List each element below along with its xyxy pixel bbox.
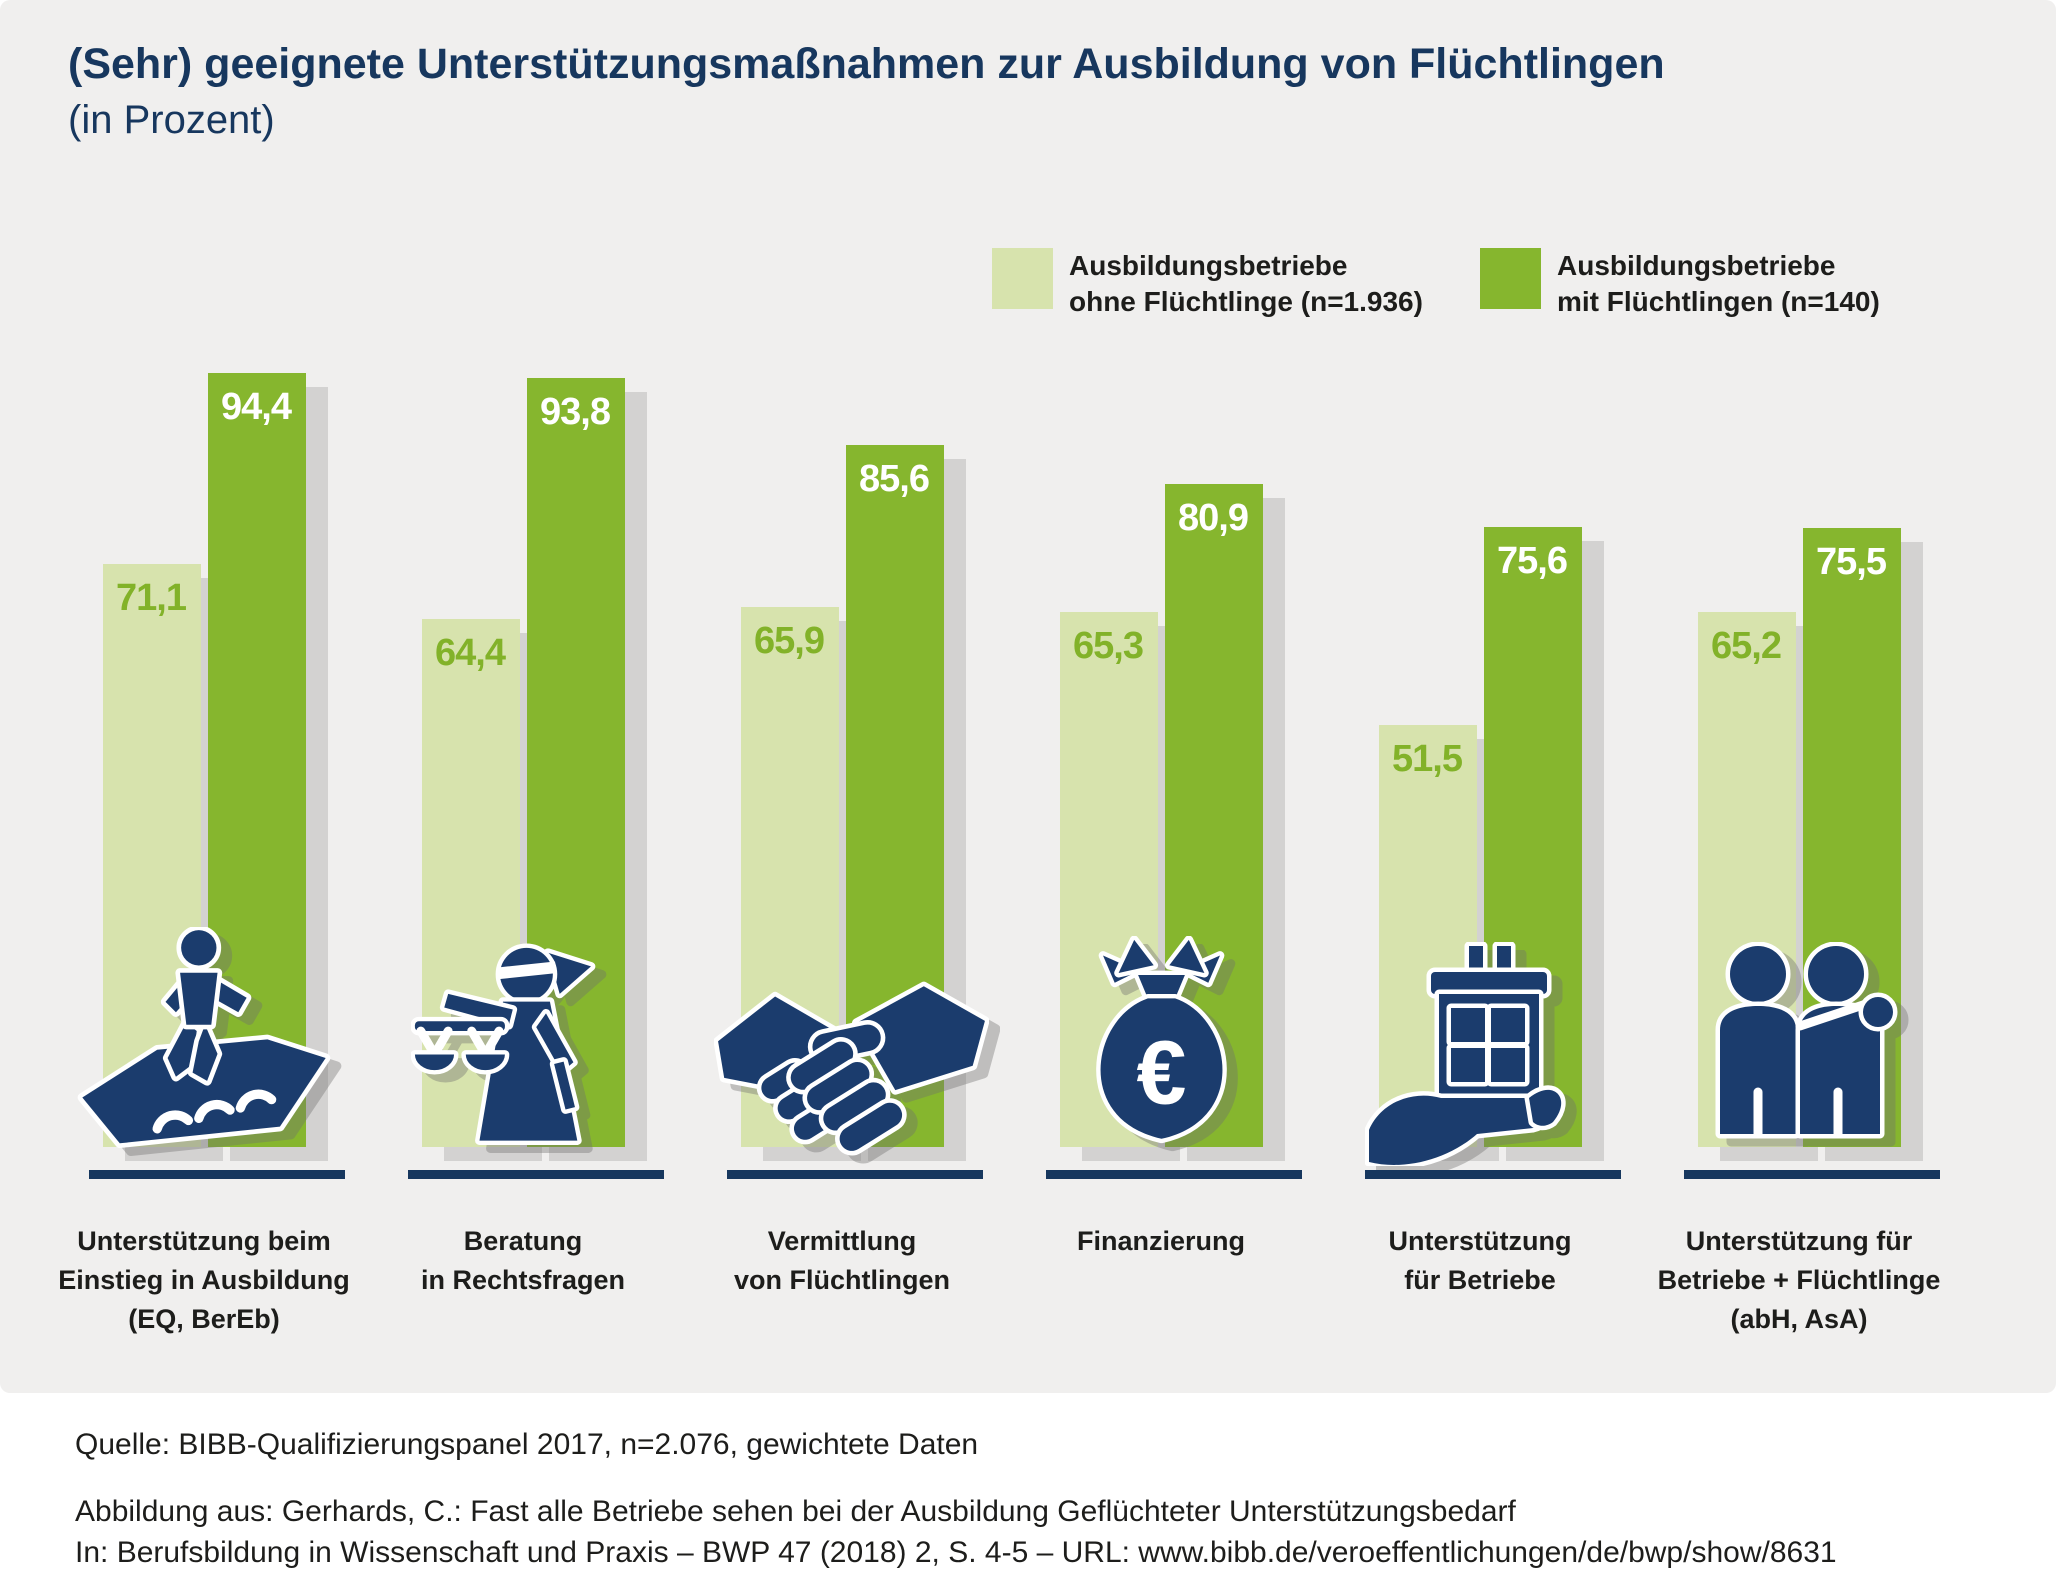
legend-item-mit: Ausbildungsbetriebe mit Flüchtlingen (n=… xyxy=(1480,248,1880,321)
legend-swatch-dark-green xyxy=(1480,248,1541,309)
title-block: (Sehr) geeignete Unterstützungsmaßnahmen… xyxy=(68,40,1665,143)
attribution-line2: In: Berufsbildung in Wissenschaft und Pr… xyxy=(75,1536,1837,1569)
bar-value-label: 94,4 xyxy=(221,386,292,428)
euro-symbol: € xyxy=(1137,1024,1187,1124)
axis-line xyxy=(1684,1170,1940,1179)
person-crossing-bridge-icon xyxy=(74,927,334,1166)
bar-value-label: 65,9 xyxy=(754,620,825,662)
bar-value-label: 93,8 xyxy=(540,391,611,433)
bar-value-label: 64,4 xyxy=(435,632,506,674)
legend-swatch-light-green xyxy=(992,248,1053,309)
attribution-line1: Abbildung aus: Gerhards, C.: Fast alle B… xyxy=(75,1495,1516,1528)
axis-line xyxy=(727,1170,983,1179)
category-label: Unterstützung für Betriebe + Flüchtlinge… xyxy=(1657,1226,1941,1335)
legend-item-ohne: Ausbildungsbetriebe ohne Flüchtlinge (n=… xyxy=(992,248,1423,321)
axis-line xyxy=(408,1170,664,1179)
bar-value-label: 65,2 xyxy=(1711,625,1782,667)
bar-value-label: 75,6 xyxy=(1497,540,1568,582)
category-label: Finanzierung xyxy=(1077,1226,1245,1256)
bar-mit-fluechtlingen: 94,4 xyxy=(208,373,306,1147)
bar-value-label: 85,6 xyxy=(859,458,930,500)
bar-value-label: 80,9 xyxy=(1178,497,1249,539)
axis-line xyxy=(1046,1170,1302,1179)
page-subtitle: (in Prozent) xyxy=(68,98,275,143)
bar-value-label: 71,1 xyxy=(116,577,187,619)
bar-value-label: 51,5 xyxy=(1392,738,1463,780)
bar-value-label: 65,3 xyxy=(1073,625,1144,667)
legend-label: Ausbildungsbetriebe mit Flüchtlingen (n=… xyxy=(1557,250,1880,318)
axis-line xyxy=(1365,1170,1621,1179)
bar-mit-fluechtlingen: 93,8 xyxy=(527,378,625,1147)
bar-value-label: 75,5 xyxy=(1816,541,1887,583)
category-label: Unterstützung beim Einstieg in Ausbildun… xyxy=(58,1226,350,1335)
money-bag-euro-icon: € xyxy=(1064,936,1259,1166)
handshake-icon xyxy=(714,972,989,1166)
hand-holding-building-icon xyxy=(1365,942,1595,1166)
category-label: Unterstützung für Betriebe xyxy=(1388,1226,1572,1296)
axis-line xyxy=(89,1170,345,1179)
two-people-icon xyxy=(1694,942,1904,1166)
justice-scales-icon xyxy=(411,941,636,1166)
source-note: Quelle: BIBB-Qualifizierungspanel 2017, … xyxy=(75,1428,979,1461)
category-label: Beratung in Rechtsfragen xyxy=(420,1226,626,1296)
category-label: Vermittlung von Flüchtlingen xyxy=(734,1226,950,1296)
page-title: (Sehr) geeignete Unterstützungsmaßnahmen… xyxy=(68,40,1665,88)
legend-label: Ausbildungsbetriebe ohne Flüchtlinge (n=… xyxy=(1069,250,1423,318)
